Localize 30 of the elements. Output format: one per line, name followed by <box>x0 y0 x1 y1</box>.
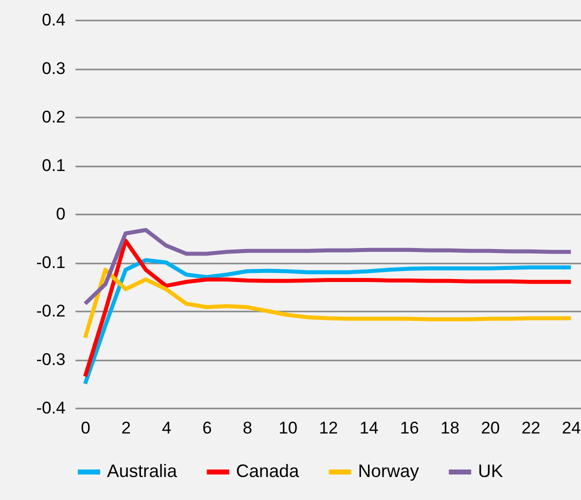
x-tick-label: 24 <box>562 418 581 438</box>
x-tick-label: 18 <box>440 418 460 438</box>
x-tick-label: 12 <box>319 418 338 438</box>
y-tick-label: -0.1 <box>36 253 66 272</box>
legend-label: Australia <box>107 461 178 481</box>
y-tick-label: -0.4 <box>36 398 66 418</box>
legend-label: Canada <box>236 461 300 481</box>
line-series <box>83 228 573 306</box>
x-tick-label: 6 <box>202 418 212 438</box>
line-series <box>83 238 573 378</box>
x-tick-label: 2 <box>121 418 131 438</box>
x-tick-label: 16 <box>400 418 419 438</box>
x-tick-label: 0 <box>80 418 90 438</box>
x-tick-label: 20 <box>480 418 500 438</box>
x-tick-label: 14 <box>360 418 378 438</box>
x-tick-label: 10 <box>278 418 298 438</box>
y-tick-label: 0.4 <box>42 10 66 30</box>
y-tick-label: 0.3 <box>42 59 66 78</box>
y-tick-label: -0.3 <box>36 350 66 369</box>
x-tick-label: 22 <box>521 418 540 438</box>
x-tick-label: 8 <box>242 418 252 438</box>
x-tick-label: 4 <box>162 418 172 438</box>
line-series <box>83 268 573 340</box>
y-tick-label: 0 <box>56 204 66 224</box>
line-series <box>83 258 573 386</box>
y-tick-label: 0.1 <box>42 156 66 175</box>
y-tick-label: -0.2 <box>36 302 66 320</box>
y-tick-label: 0.2 <box>42 108 66 126</box>
legend-label: UK <box>478 461 504 481</box>
legend-label: Norway <box>358 461 420 481</box>
